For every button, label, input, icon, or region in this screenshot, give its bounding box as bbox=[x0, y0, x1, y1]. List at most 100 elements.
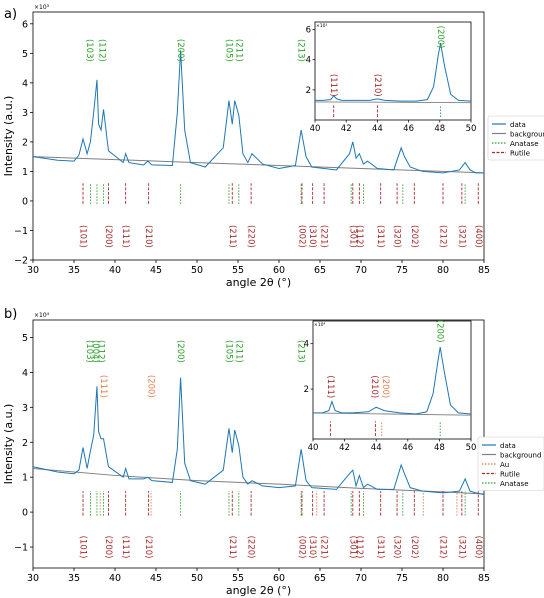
y-exponent: ×10³ bbox=[34, 4, 50, 11]
y-tick-label: 6 bbox=[22, 19, 28, 30]
au-peak-label: (200) bbox=[146, 375, 156, 398]
legend-box bbox=[477, 436, 544, 491]
anatase-peak-label: (200) bbox=[175, 340, 185, 363]
x-tick-label: 50 bbox=[191, 573, 203, 584]
panel-label: b) bbox=[4, 307, 17, 322]
rutile-peak-label: (400) bbox=[473, 225, 483, 248]
anatase-peak-label: (211) bbox=[233, 340, 243, 363]
inset-x-tick-label: 50 bbox=[466, 443, 477, 453]
legend-entry: data bbox=[510, 121, 526, 129]
anatase-peak-label: (213) bbox=[296, 39, 306, 62]
rutile-peak-label: (320) bbox=[392, 225, 402, 248]
x-tick-label: 60 bbox=[273, 573, 285, 584]
inset-y-tick-label: 4 bbox=[306, 56, 311, 66]
rutile-peak-label: (101) bbox=[78, 225, 88, 248]
inset-x-tick-label: 46 bbox=[403, 124, 414, 134]
rutile-peak-label: (320) bbox=[392, 536, 402, 559]
plot-frame bbox=[32, 11, 485, 261]
anatase-peak-label: (112) bbox=[96, 340, 106, 363]
x-tick-label: 70 bbox=[355, 265, 367, 276]
rutile-peak-label: (112) bbox=[354, 225, 364, 248]
rutile-peak-label: (220) bbox=[246, 536, 256, 559]
anatase-peak-label: (103) bbox=[84, 340, 94, 363]
inset-peak-label: (111) bbox=[328, 74, 338, 97]
legend-entry: Rutile bbox=[510, 150, 530, 158]
y-tick-label: 2 bbox=[22, 137, 28, 148]
inset-y-tick-label: 4 bbox=[304, 340, 309, 350]
rutile-peak-label: (220) bbox=[246, 225, 256, 248]
rutile-peak-label: (311) bbox=[375, 225, 385, 248]
rutile-peak-label: (202) bbox=[409, 225, 419, 248]
inset-background-line bbox=[314, 101, 472, 104]
y-tick-label: −1 bbox=[14, 543, 28, 554]
anatase-peak-label: (103) bbox=[84, 39, 94, 62]
x-tick-label: 35 bbox=[68, 573, 80, 584]
rutile-peak-label: (310) bbox=[307, 536, 317, 559]
anatase-peak-label: (200) bbox=[175, 39, 185, 62]
x-tick-label: 60 bbox=[273, 265, 285, 276]
inset-peak-label: (210) bbox=[372, 74, 382, 97]
legend-entry: Anatase bbox=[510, 140, 539, 148]
x-tick-label: 55 bbox=[232, 573, 244, 584]
x-tick-label: 80 bbox=[437, 573, 449, 584]
anatase-peak-label: (211) bbox=[233, 39, 243, 62]
inset-frame bbox=[314, 21, 472, 121]
data-line bbox=[32, 50, 484, 174]
x-tick-label: 45 bbox=[150, 265, 162, 276]
rutile-peak-label: (111) bbox=[120, 536, 130, 559]
rutile-peak-label: (111) bbox=[120, 225, 130, 248]
inset-peak-label: (200) bbox=[435, 26, 445, 49]
x-axis-label: angle 2θ (°) bbox=[226, 276, 291, 289]
data-line bbox=[32, 377, 485, 496]
x-tick-label: 30 bbox=[27, 265, 39, 276]
inset-y-tick-label: 2 bbox=[306, 86, 311, 96]
rutile-peak-label: (221) bbox=[319, 225, 329, 248]
y-tick-label: 0 bbox=[22, 508, 28, 519]
inset-x-tick-label: 44 bbox=[372, 124, 383, 134]
x-tick-label: 75 bbox=[396, 265, 408, 276]
y-axis-label: Intensity (a.u.) bbox=[2, 96, 15, 177]
anatase-peak-label: (105) bbox=[223, 39, 233, 62]
rutile-peak-label: (210) bbox=[143, 225, 153, 248]
inset-x-tick-label: 40 bbox=[310, 124, 321, 134]
rutile-peak-label: (310) bbox=[307, 225, 317, 248]
y-tick-label: 3 bbox=[22, 108, 28, 119]
rutile-peak-label: (301) bbox=[347, 225, 357, 248]
inset-data-line bbox=[313, 347, 472, 415]
y-axis-label: Intensity (a.u.) bbox=[2, 404, 15, 485]
anatase-peak-label: (004) bbox=[90, 340, 100, 363]
inset-peak-label: (111) bbox=[325, 375, 335, 398]
legend-box bbox=[487, 115, 544, 161]
background-line bbox=[32, 156, 485, 174]
background-line bbox=[32, 467, 485, 495]
y-tick-label: 1 bbox=[22, 473, 28, 484]
x-tick-label: 40 bbox=[109, 265, 121, 276]
y-tick-label: 1 bbox=[22, 167, 28, 178]
y-tick-label: 2 bbox=[22, 438, 28, 449]
inset-y-tick-label: 2 bbox=[304, 385, 309, 395]
y-tick-label: 5 bbox=[22, 49, 28, 60]
inset-x-tick-label: 50 bbox=[466, 124, 477, 134]
inset-exponent: ×10⁴ bbox=[314, 322, 325, 328]
rutile-peak-label: (400) bbox=[473, 536, 483, 559]
inset-x-tick-label: 44 bbox=[371, 443, 382, 453]
y-exponent: ×10⁴ bbox=[34, 312, 50, 319]
x-axis-label: angle 2θ (°) bbox=[226, 584, 291, 597]
rutile-peak-label: (212) bbox=[438, 225, 448, 248]
legend-entry: Rutile bbox=[500, 471, 520, 479]
anatase-peak-label: (112) bbox=[96, 39, 106, 62]
rutile-peak-label: (200) bbox=[103, 225, 113, 248]
y-tick-label: −2 bbox=[14, 256, 28, 267]
inset-background-line bbox=[312, 412, 472, 416]
rutile-peak-label: (321) bbox=[456, 225, 466, 248]
x-tick-label: 75 bbox=[396, 573, 408, 584]
inset-y-tick-label: 6 bbox=[306, 26, 311, 36]
x-tick-label: 45 bbox=[150, 573, 162, 584]
rutile-peak-label: (211) bbox=[227, 536, 237, 559]
legend-entry: Au bbox=[500, 461, 509, 469]
y-tick-label: 0 bbox=[22, 196, 28, 207]
rutile-peak-label: (202) bbox=[409, 536, 419, 559]
